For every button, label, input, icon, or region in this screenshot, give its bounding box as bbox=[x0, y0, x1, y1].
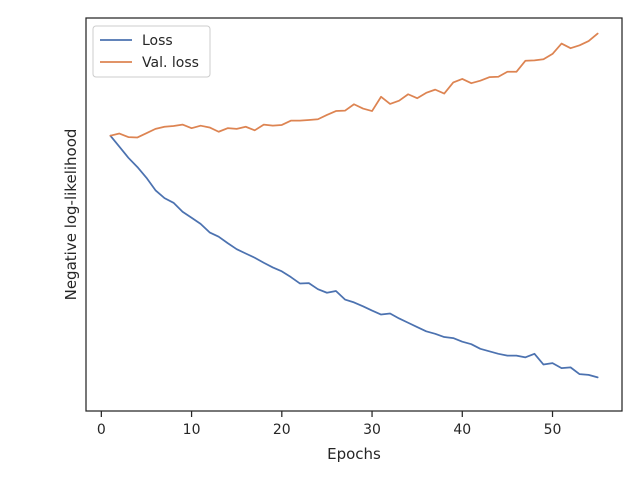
plot-frame bbox=[85, 17, 623, 412]
legend: Loss Val. loss bbox=[92, 25, 211, 78]
series-line-loss bbox=[109, 134, 599, 379]
x-tick-label-20: 20 bbox=[273, 422, 291, 438]
y-axis-label: Negative log-likelihood bbox=[62, 129, 80, 301]
x-axis-ticks: 0 10 20 30 40 50 bbox=[97, 411, 562, 438]
x-axis-label: Epochs bbox=[327, 445, 381, 463]
x-tick-label-10: 10 bbox=[183, 422, 201, 438]
x-tick-label-40: 40 bbox=[453, 422, 471, 438]
legend-box bbox=[92, 25, 211, 78]
plot-area bbox=[86, 18, 622, 411]
legend-label-val-loss: Val. loss bbox=[142, 55, 199, 71]
x-tick-label-50: 50 bbox=[544, 422, 562, 438]
series-layer bbox=[109, 32, 599, 379]
x-tick-label-0: 0 bbox=[97, 422, 106, 438]
series-line-val-loss bbox=[109, 32, 599, 139]
legend-label-loss: Loss bbox=[142, 33, 173, 49]
x-tick-label-30: 30 bbox=[363, 422, 381, 438]
